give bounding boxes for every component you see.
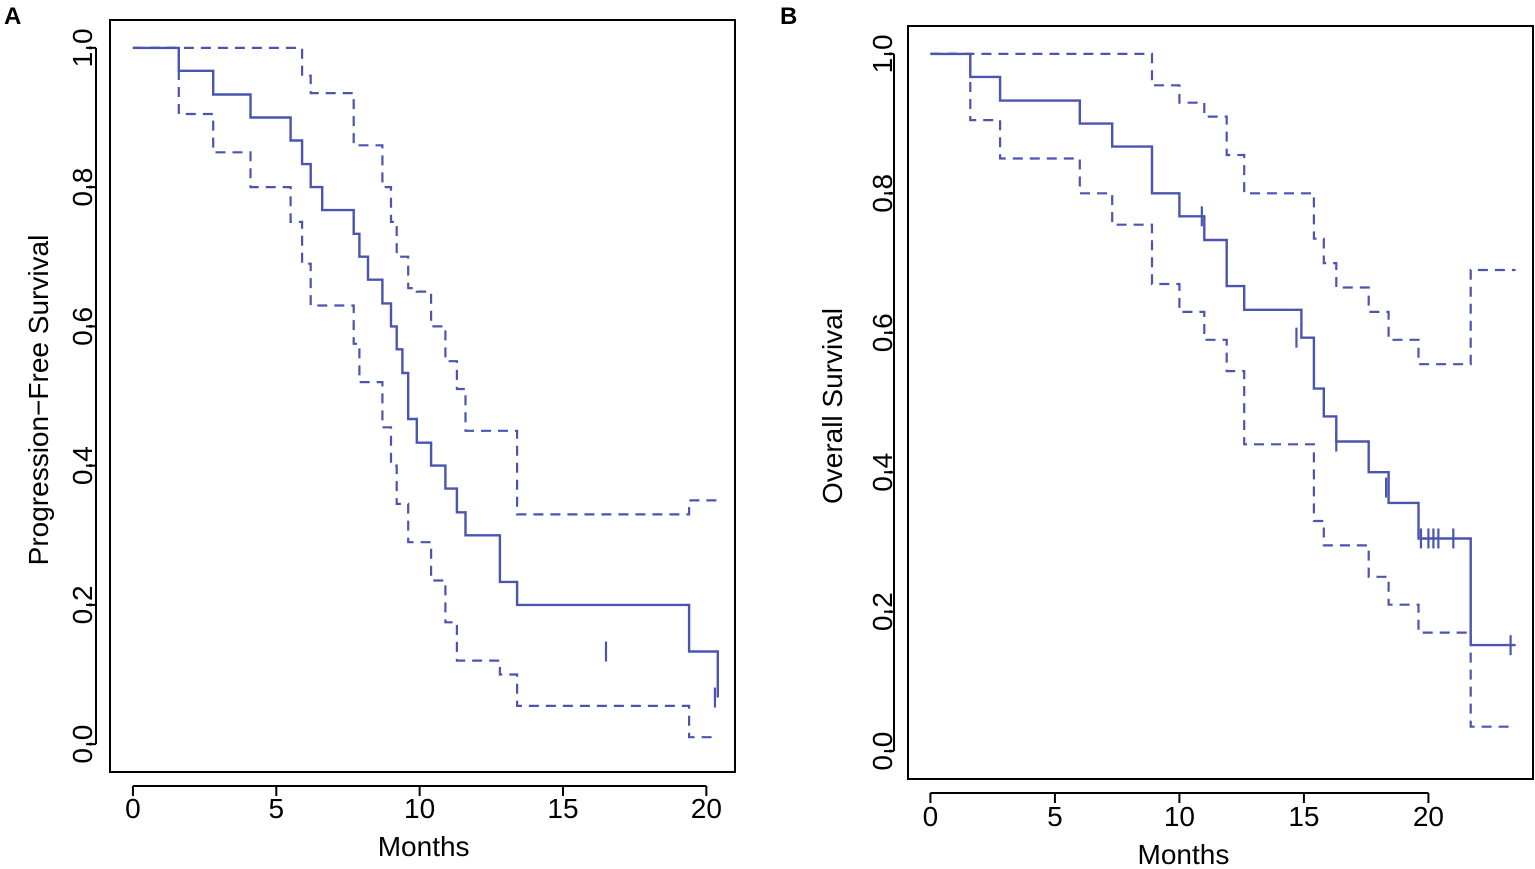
- panel-a-y-tick-label: 0.6: [67, 307, 98, 346]
- panel-a-y-tick-label: 0.2: [67, 585, 98, 624]
- panel-b-y-tick-label: 0.2: [867, 592, 898, 631]
- panel-a-survival-curve: [132, 46, 719, 698]
- panel-b-overall-survival: B 0 5 10 15 20 0.0 0.2 0.4 0.6 0.8 1.0 Months Overall…: [780, 3, 1534, 869]
- panel-a-y-tick-label: 1.0: [67, 28, 98, 67]
- panel-b-y-tick-label: 1.0: [867, 34, 898, 73]
- panel-a-letter: A: [4, 3, 21, 30]
- panel-b-upper-ci-curve: [930, 52, 1516, 366]
- panel-a-upper-ci-curve: [132, 46, 718, 516]
- panel-b-x-tick-label: 20: [1413, 801, 1444, 832]
- panel-b-x-axis-title: Months: [1138, 839, 1230, 869]
- panel-b-x-tick-label: 5: [1047, 801, 1063, 832]
- panel-a-plot-frame: [109, 19, 736, 773]
- panel-b-x-tick-label: 0: [923, 801, 939, 832]
- panel-a-lower-ci-curve: [132, 46, 718, 739]
- panel-a-x-tick-label: 10: [404, 793, 435, 824]
- panel-a-x-tick-label: 20: [691, 793, 722, 824]
- panel-b-letter: B: [780, 3, 797, 30]
- panel-a-y-tick-label: 0.0: [67, 725, 98, 764]
- panel-a-progression-free-survival: A 0 5 10 15 20 0.0 0.2 0.4 0.6 0.8 1.0 Months Progres…: [4, 3, 736, 862]
- panel-b-survival-curve: [930, 52, 1516, 647]
- panel-a-x-tick-label: 15: [547, 793, 578, 824]
- panel-a-y-tick-label: 0.8: [67, 168, 98, 207]
- panel-a-x-axis-title: Months: [378, 831, 470, 862]
- panel-b-plot-frame: [907, 25, 1534, 780]
- panel-a-y-axis-title: Progression−Free Survival: [23, 235, 54, 566]
- panel-b-y-tick-label: 0.8: [867, 174, 898, 213]
- panel-b-y-tick-label: 0.6: [867, 313, 898, 352]
- panel-a-y-tick-label: 0.4: [67, 446, 98, 485]
- panel-b-y-tick-label: 0.4: [867, 453, 898, 492]
- panel-b-x-tick-label: 15: [1288, 801, 1319, 832]
- panel-a-x-tick-label: 5: [268, 793, 284, 824]
- panel-b-lower-ci-curve: [930, 52, 1516, 728]
- panel-b-y-axis-title: Overall Survival: [817, 308, 848, 504]
- panel-b-y-tick-label: 0.0: [867, 732, 898, 771]
- panel-a-x-tick-label: 0: [125, 793, 141, 824]
- panel-b-x-tick-label: 10: [1164, 801, 1195, 832]
